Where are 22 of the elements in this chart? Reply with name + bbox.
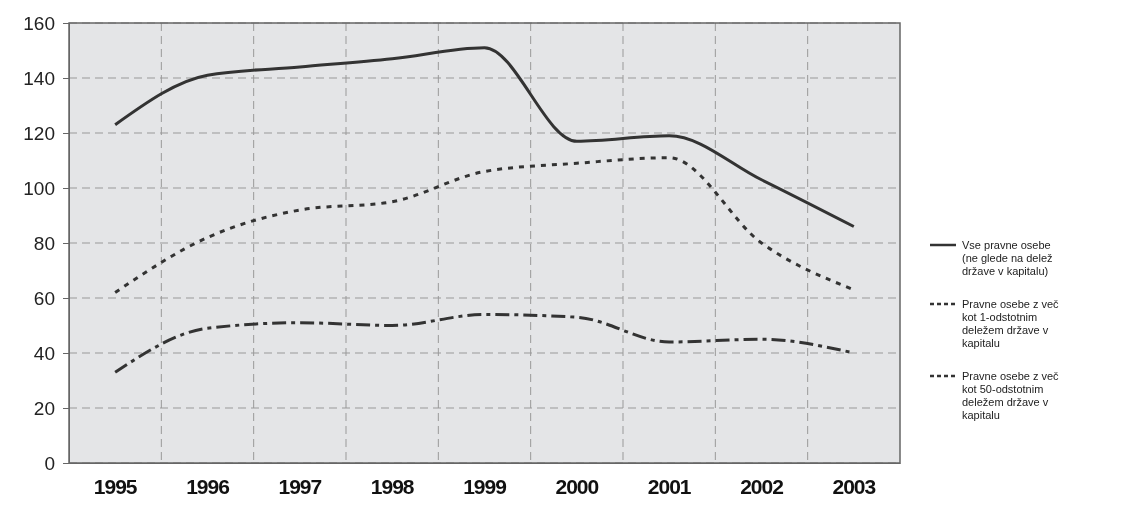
legend-label: Vse pravne osebe (ne glede na delež države v kapitalu) [962, 239, 1053, 277]
y-tick-label: 40 [33, 342, 55, 364]
y-tick-label: 60 [33, 287, 55, 309]
y-tick-label: 20 [33, 397, 55, 419]
legend-label: Pravne osebe z več kot 50-odstotnim deležem države v kapitalu [962, 370, 1060, 421]
x-tick-label: 1996 [186, 474, 230, 498]
x-tick-label: 2001 [647, 474, 692, 498]
legend-label: Pravne osebe z več kot 1-odstotnim deležem države v kapitalu [962, 298, 1060, 349]
x-tick-label: 2003 [832, 474, 876, 498]
x-tick-label: 2002 [740, 474, 784, 498]
x-tick-label: 1995 [93, 474, 138, 498]
y-tick-label: 0 [44, 452, 55, 474]
line-series [113, 46, 856, 228]
y-tick-label: 140 [23, 67, 55, 89]
y-tick-label: 80 [33, 232, 55, 254]
x-tick-label: 1998 [370, 474, 415, 498]
y-tick-label: 120 [23, 122, 55, 144]
x-tick-label: 1997 [278, 474, 322, 498]
y-tick-label: 100 [23, 177, 55, 199]
x-tick-label: 2000 [555, 474, 599, 498]
y-tick-label: 160 [23, 12, 55, 34]
x-tick-label: 1999 [463, 474, 507, 498]
